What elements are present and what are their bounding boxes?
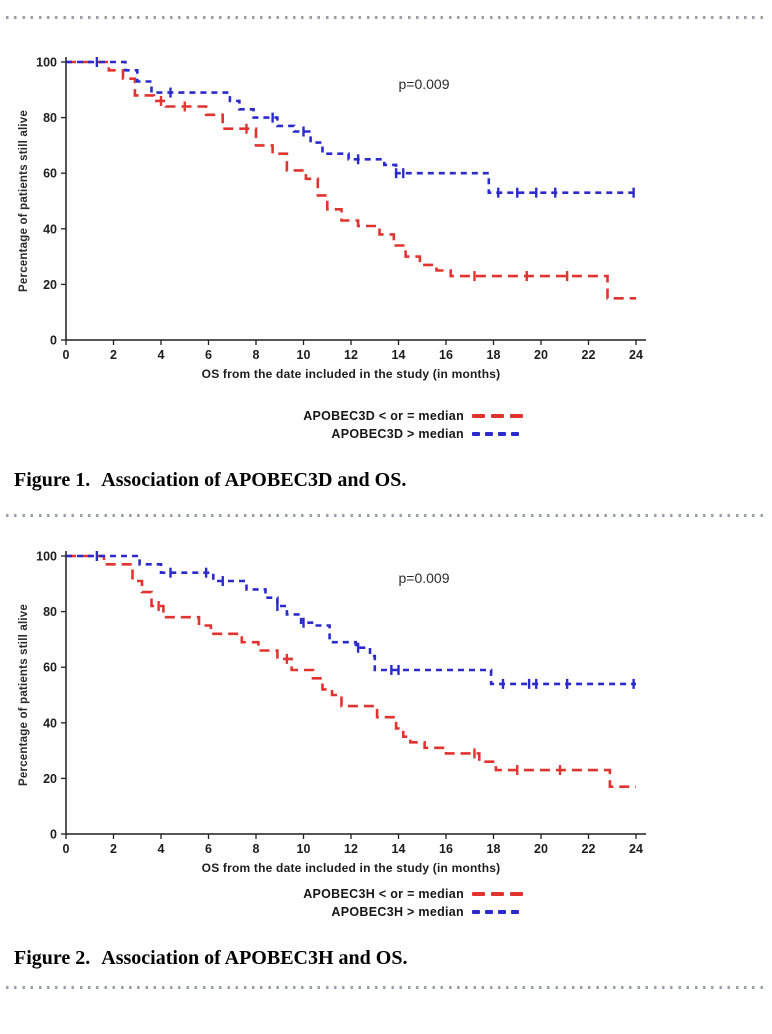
dotted-separator-bottom — [6, 986, 766, 989]
p-value-label: p=0.009 — [399, 76, 450, 92]
figure-2-caption-label: Figure 2. — [14, 947, 91, 969]
x-axis-label: OS from the date included in the study (… — [202, 861, 501, 875]
x-axis-label: OS from the date included in the study (… — [202, 367, 501, 381]
x-tick-label: 18 — [487, 348, 501, 362]
legend-row-red: APOBEC3D < or = median — [198, 407, 550, 425]
x-tick-label: 22 — [582, 348, 596, 362]
legend-dash-sample-red — [472, 414, 550, 418]
y-axis-label: Percentage of patients still alive — [18, 604, 30, 786]
p-value-label: p=0.009 — [399, 570, 450, 586]
legend-dash-sample-blue — [472, 910, 550, 914]
y-tick-label: 60 — [43, 167, 57, 181]
figure-2-caption-text: Association of APOBEC3H and OS. — [101, 947, 408, 969]
y-tick-label: 20 — [43, 772, 57, 786]
figure-2-chart: 0 2 4 6 8 10 12 14 16 18 20 22 24 0 20 40 60 80 100 OS from… — [14, 541, 666, 875]
legend-label-blue: APOBEC3H > median — [331, 905, 464, 919]
legend-row-red: APOBEC3H < or = median — [198, 885, 550, 903]
x-tick-label: 16 — [439, 842, 453, 856]
y-tick-label: 80 — [43, 111, 57, 125]
x-tick-label: 10 — [297, 348, 311, 362]
y-tick-label: 0 — [50, 334, 57, 348]
legend-label-red: APOBEC3H < or = median — [303, 887, 464, 901]
y-tick-label: 0 — [50, 828, 57, 842]
x-tick-label: 0 — [63, 348, 70, 362]
figure-1-caption-text: Association of APOBEC3D and OS. — [101, 469, 407, 491]
x-tick-label: 14 — [392, 348, 406, 362]
x-tick-label: 12 — [344, 348, 358, 362]
x-tick-label: 0 — [63, 842, 70, 856]
figure-1-chart: 0 2 4 6 8 10 12 14 16 18 20 22 24 0 20 40 60 80 100 OS from… — [14, 47, 666, 381]
y-tick-label: 100 — [36, 56, 57, 70]
x-tick-label: 8 — [253, 348, 260, 362]
x-tick-label: 14 — [392, 842, 406, 856]
figure-1-block: 0 2 4 6 8 10 12 14 16 18 20 22 24 0 20 40 60 80 100 OS from… — [0, 47, 772, 492]
y-axis-label: Percentage of patients still alive — [18, 110, 30, 292]
figure-1-caption: Figure 1. Association of APOBEC3D and OS. — [14, 469, 772, 492]
x-tick-label: 6 — [205, 842, 212, 856]
figure-2-block: 0 2 4 6 8 10 12 14 16 18 20 22 24 0 20 40 60 80 100 OS from… — [0, 541, 772, 970]
x-tick-label: 18 — [487, 842, 501, 856]
x-tick-label: 12 — [344, 842, 358, 856]
y-tick-label: 40 — [43, 716, 57, 730]
x-tick-label: 10 — [297, 842, 311, 856]
x-tick-label: 24 — [629, 842, 643, 856]
figure-2-legend: APOBEC3H < or = median APOBEC3H > median — [198, 885, 550, 921]
x-tick-label: 20 — [534, 842, 548, 856]
legend-row-blue: APOBEC3H > median — [198, 903, 550, 921]
survival-curve-blue — [66, 554, 636, 686]
figure-2-caption: Figure 2. Association of APOBEC3H and OS. — [14, 947, 772, 970]
legend-label-red: APOBEC3D < or = median — [303, 409, 464, 423]
x-tick-label: 8 — [253, 842, 260, 856]
y-tick-label: 40 — [43, 222, 57, 236]
survival-curve-red — [66, 60, 636, 300]
x-tick-label: 2 — [110, 842, 117, 856]
y-tick-label: 100 — [36, 550, 57, 564]
y-tick-label: 60 — [43, 661, 57, 675]
x-tick-label: 4 — [158, 348, 165, 362]
x-tick-label: 20 — [534, 348, 548, 362]
figure-1-caption-label: Figure 1. — [14, 469, 91, 491]
legend-row-blue: APOBEC3D > median — [198, 425, 550, 443]
x-tick-label: 16 — [439, 348, 453, 362]
x-tick-label: 2 — [110, 348, 117, 362]
x-tick-label: 6 — [205, 348, 212, 362]
legend-dash-sample-red — [472, 892, 550, 896]
legend-dash-sample-blue — [472, 432, 550, 436]
x-tick-label: 22 — [582, 842, 596, 856]
x-tick-label: 24 — [629, 348, 643, 362]
survival-curve-blue — [66, 60, 636, 194]
legend-label-blue: APOBEC3D > median — [331, 427, 464, 441]
survival-curve-red — [66, 554, 636, 788]
y-tick-label: 80 — [43, 605, 57, 619]
y-tick-label: 20 — [43, 278, 57, 292]
x-tick-label: 4 — [158, 842, 165, 856]
figure-1-legend: APOBEC3D < or = median APOBEC3D > median — [198, 407, 550, 443]
dotted-separator-middle — [6, 514, 766, 517]
dotted-separator-top — [6, 16, 766, 19]
